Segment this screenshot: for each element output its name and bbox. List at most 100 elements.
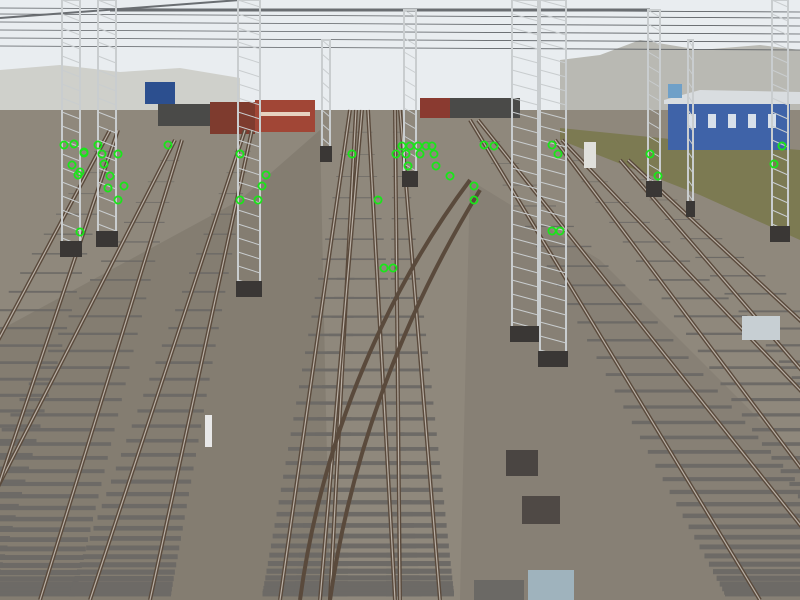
- mast-lattice: [511, 279, 539, 288]
- sleeper: [669, 489, 800, 495]
- mast-lattice: [97, 195, 117, 204]
- mast-lattice: [511, 139, 539, 148]
- mast-lattice: [539, 13, 567, 22]
- sleeper: [0, 569, 1, 575]
- sleeper: [332, 197, 357, 199]
- sleeper: [623, 405, 732, 409]
- sleeper: [82, 554, 178, 560]
- sleeper: [315, 432, 405, 436]
- mast-lattice: [237, 0, 261, 8]
- mast-lattice: [511, 27, 539, 36]
- sleeper: [722, 585, 800, 592]
- keypoint-marker: [469, 181, 479, 191]
- mast-lattice: [237, 167, 261, 176]
- sleeper: [181, 290, 226, 293]
- trackside-boxes: [205, 142, 780, 600]
- mast-lattice: [403, 163, 417, 172]
- sleeper: [300, 543, 417, 549]
- mast-lattice: [511, 0, 539, 8]
- rail-highlight: [477, 119, 800, 526]
- mast-lattice: [321, 67, 331, 76]
- sleeper: [112, 241, 160, 243]
- sleeper: [317, 417, 403, 421]
- sleeper: [639, 435, 759, 440]
- sleeper: [771, 455, 800, 460]
- sleeper: [392, 131, 405, 133]
- keypoint-marker: [777, 141, 787, 151]
- mast-lattice: [511, 181, 539, 190]
- sleeper: [0, 516, 93, 522]
- mast-lattice: [237, 223, 261, 232]
- mast-lattice: [647, 163, 661, 172]
- sleeper: [313, 446, 406, 451]
- sleeper: [211, 213, 240, 215]
- catenary-wire: [0, 29, 800, 35]
- keypoint-marker: [645, 149, 655, 159]
- mast-lattice: [511, 307, 539, 316]
- sleeper: [502, 184, 538, 186]
- sleeper: [709, 366, 800, 369]
- sleeper: [347, 197, 380, 199]
- sleeper: [724, 589, 800, 595]
- sleeper: [0, 455, 108, 460]
- sleeper: [631, 420, 746, 425]
- sleeper: [797, 494, 800, 499]
- sleeper: [322, 385, 400, 389]
- mast-lattice: [237, 153, 261, 162]
- rail-highlight: [39, 139, 183, 600]
- sleeper: [8, 290, 77, 293]
- keypoint-marker: [261, 170, 271, 180]
- building-window: [708, 114, 716, 128]
- sleeper: [161, 344, 216, 347]
- sleeper: [343, 131, 358, 133]
- sleeper: [0, 442, 112, 446]
- mast-foundation: [96, 231, 118, 247]
- keypoint-marker: [103, 183, 113, 193]
- sleeper: [19, 398, 122, 402]
- sleeper: [218, 193, 243, 195]
- mast-lattice: [539, 0, 567, 8]
- mast-lattice: [511, 111, 539, 120]
- mast-lattice: [321, 53, 331, 62]
- sleeper: [89, 536, 181, 541]
- switch-rail: [298, 178, 472, 600]
- mast-lattice: [511, 153, 539, 162]
- mast-lattice: [539, 209, 567, 218]
- sleeper: [79, 562, 177, 568]
- mast-lattice: [511, 13, 539, 22]
- keypoint-marker: [97, 149, 107, 159]
- mast-lattice: [403, 65, 417, 74]
- track-marker-post: [205, 415, 212, 447]
- sleeper: [69, 589, 172, 595]
- mast-lattice: [511, 237, 539, 246]
- mast-lattice: [403, 93, 417, 102]
- mast-lattice: [97, 69, 117, 78]
- mast-lattice: [237, 111, 261, 120]
- mast-lattice: [511, 251, 539, 260]
- sleeper: [0, 545, 8, 551]
- mast-lattice: [61, 13, 81, 22]
- sleeper: [81, 172, 110, 174]
- mast-foundation: [770, 226, 790, 242]
- sleeper: [789, 481, 800, 487]
- mast-lattice: [511, 41, 539, 50]
- sleeper: [203, 233, 236, 235]
- sleeper: [307, 487, 411, 492]
- keypoint-marker: [59, 140, 69, 150]
- sleeper: [386, 581, 453, 587]
- sleeper: [79, 297, 147, 300]
- rail-highlight: [627, 159, 800, 322]
- cable-box: [522, 496, 560, 524]
- mast-lattice: [321, 81, 331, 90]
- sleeper: [391, 218, 414, 220]
- sleeper: [48, 349, 134, 353]
- distant-wagon: [450, 98, 520, 118]
- sleeper: [0, 438, 37, 443]
- sleeper: [336, 176, 357, 177]
- mast-lattice: [539, 279, 567, 288]
- mast-lattice: [511, 97, 539, 106]
- sleeper: [0, 546, 86, 552]
- mast-lattice: [403, 121, 417, 130]
- mast-lattice: [61, 83, 81, 92]
- sleeper: [0, 479, 26, 484]
